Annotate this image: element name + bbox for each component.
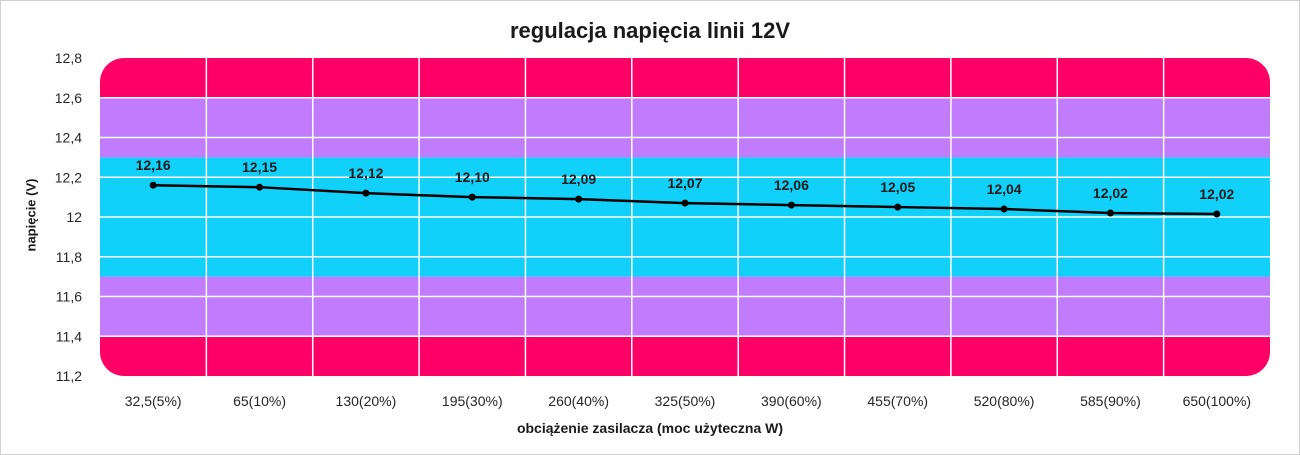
y-axis-ticks: 11,2 11,4 11,6 11,8 12 12,2 12,4 12,6 12,8 (55, 50, 82, 384)
x-tick-label: 585(90%) (1080, 393, 1141, 409)
x-tick-label: 520(80%) (974, 393, 1035, 409)
data-label: 12,02 (1199, 186, 1234, 202)
data-point (1213, 210, 1221, 218)
data-label: 12,04 (987, 181, 1022, 197)
y-tick-label: 11,8 (56, 249, 82, 265)
data-label: 12,16 (136, 157, 171, 173)
y-tick-label: 11,4 (56, 328, 82, 344)
data-labels: 12,16 12,15 12,12 12,10 12,09 12,07 12,06 12,05… (136, 157, 1235, 202)
data-point (787, 201, 795, 209)
data-point (1000, 205, 1008, 213)
band-4 (100, 58, 1270, 98)
y-tick-label: 12 (66, 209, 82, 225)
data-label: 12,10 (455, 169, 490, 185)
data-points (149, 181, 1221, 218)
x-tick-label: 195(30%) (442, 393, 503, 409)
data-point (681, 199, 689, 207)
y-tick-label: 12,4 (55, 130, 82, 146)
x-tick-label: 65(10%) (233, 393, 286, 409)
x-tick-label: 325(50%) (655, 393, 716, 409)
data-point (575, 195, 583, 203)
data-label: 12,07 (667, 175, 702, 191)
data-point (894, 203, 902, 211)
band-0 (100, 336, 1270, 376)
x-tick-label: 650(100%) (1183, 393, 1252, 409)
y-tick-label: 11,6 (56, 289, 82, 305)
x-tick-label: 455(70%) (867, 393, 928, 409)
x-tick-label: 130(20%) (336, 393, 397, 409)
band-3 (100, 97, 1270, 158)
x-axis-label: obciążenie zasilacza (moc użyteczna W) (516, 420, 784, 436)
data-point (149, 181, 157, 189)
data-point (1106, 209, 1114, 217)
x-tick-label: 390(60%) (761, 393, 822, 409)
y-tick-label: 11,2 (56, 368, 82, 384)
data-label: 12,15 (242, 159, 277, 175)
y-tick-label: 12,2 (55, 169, 82, 185)
data-label: 12,12 (348, 165, 383, 181)
data-point (362, 189, 370, 197)
y-tick-label: 12,6 (55, 90, 82, 106)
data-label: 12,05 (880, 179, 915, 195)
band-1 (100, 276, 1270, 337)
x-axis-ticks: 32,5(5%) 65(10%) 130(20%) 195(30%) 260(40%) 3… (125, 393, 1251, 409)
data-point (468, 193, 476, 201)
x-tick-label: 32,5(5%) (125, 393, 182, 409)
y-tick-label: 12,8 (55, 50, 82, 66)
gridlines (100, 58, 1270, 376)
data-label: 12,06 (774, 177, 809, 193)
data-label: 12,02 (1093, 185, 1128, 201)
data-label: 12,09 (561, 171, 596, 187)
chart-title: regulacja napięcia linii 12V (509, 18, 791, 43)
data-point (256, 183, 264, 191)
x-tick-label: 260(40%) (548, 393, 609, 409)
